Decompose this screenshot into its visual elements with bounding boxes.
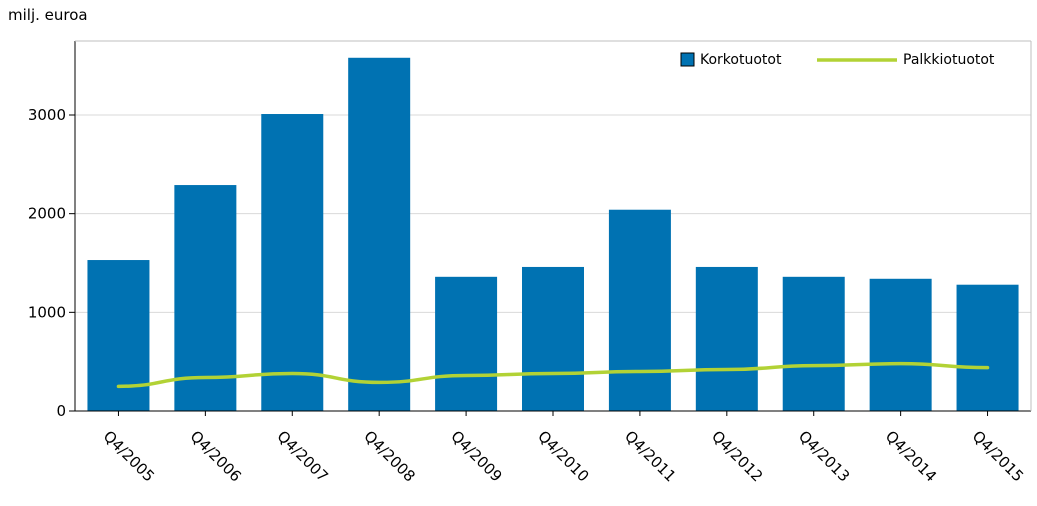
legend-swatch-korkotuotot	[680, 52, 695, 67]
x-tick-label: Q4/2009	[447, 427, 505, 485]
x-tick-label: Q4/2006	[187, 427, 245, 485]
bar	[87, 260, 150, 411]
legend-label-palkkiotuotot: Palkkiotuotot	[903, 52, 995, 68]
x-tick-label: Q4/2008	[360, 427, 418, 485]
bar	[261, 114, 324, 411]
bar	[348, 57, 411, 411]
bar	[174, 185, 237, 411]
bar	[869, 278, 932, 411]
y-unit-label: milj. euroa	[8, 6, 88, 24]
bar	[956, 284, 1019, 411]
x-tick-label: Q4/2013	[795, 427, 853, 485]
series-line-palkkiotuotot	[116, 361, 990, 389]
x-tick-label: Q4/2015	[969, 427, 1027, 485]
x-tick-label: Q4/2012	[708, 427, 766, 485]
bar	[782, 276, 845, 411]
x-tick-label: Q4/2007	[273, 427, 331, 485]
bar	[608, 209, 671, 411]
legend-label-korkotuotot: Korkotuotot	[700, 52, 782, 68]
bar	[435, 276, 498, 411]
y-tick-label: 1000	[28, 303, 66, 321]
y-tick-label: 3000	[28, 106, 66, 124]
x-tick-label: Q4/2010	[534, 427, 592, 485]
bar	[522, 266, 584, 411]
legend: Korkotuotot Palkkiotuotot	[680, 52, 995, 68]
bar	[695, 266, 758, 411]
y-tick-label: 0	[56, 402, 66, 420]
x-tick-label: Q4/2005	[100, 427, 158, 485]
x-tick-label: Q4/2011	[621, 427, 679, 485]
y-tick-label: 2000	[28, 205, 66, 223]
bar-series	[87, 57, 1019, 411]
line-series	[116, 361, 990, 389]
x-tick-label: Q4/2014	[882, 427, 940, 485]
